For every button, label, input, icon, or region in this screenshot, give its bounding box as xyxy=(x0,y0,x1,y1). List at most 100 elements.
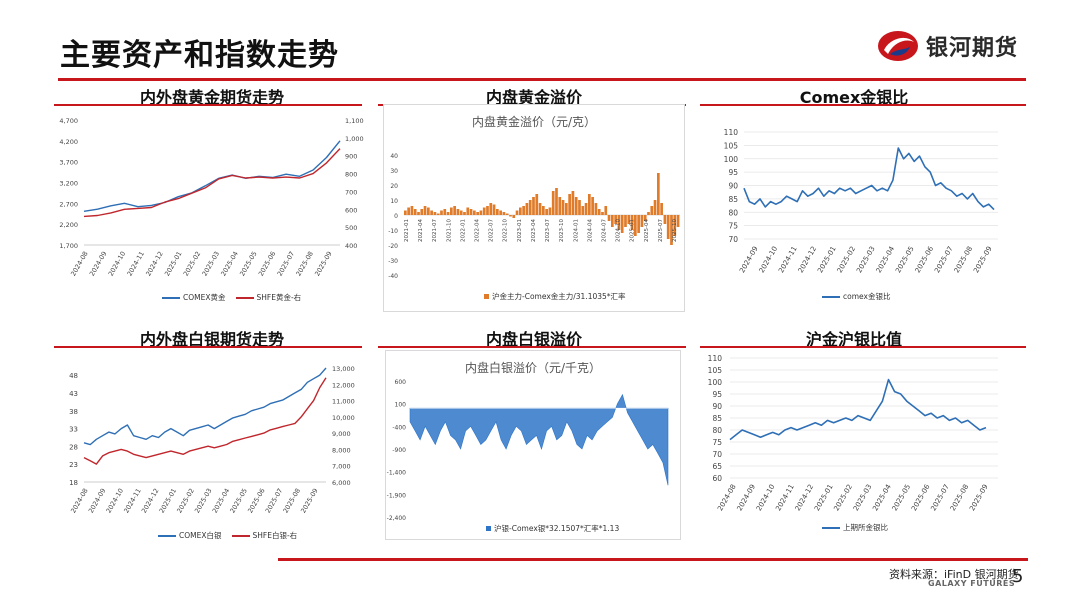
gold-premium-x-tick-label: 2021-04 xyxy=(418,219,424,242)
gold-premium-bar xyxy=(535,194,539,215)
legend-swatch xyxy=(162,296,180,299)
gold-left-axis-tick-label: 3,200 xyxy=(59,180,78,188)
gold-x-tick-label: 2024-08 xyxy=(69,250,90,278)
gold-premium-bar xyxy=(479,210,483,215)
gold-premium-bar xyxy=(663,215,667,224)
gold-premium-bar xyxy=(492,204,496,215)
legend-label: 沪银-Comex银*32.1507*汇率*1.13 xyxy=(494,524,620,533)
gold-premium-bar xyxy=(440,210,443,215)
page-number: 5 xyxy=(1012,566,1024,587)
legend-swatch xyxy=(235,296,254,299)
gold-premium-x-tick-label: 2023-01 xyxy=(517,219,523,242)
gold-premium-axis-tick-label: 10 xyxy=(390,198,398,205)
gold-premium-bar xyxy=(551,191,555,215)
gold-premium-bar xyxy=(489,203,493,215)
gold-premium-bar xyxy=(630,215,634,230)
brand-english: GALAXY FUTURES xyxy=(928,579,1016,588)
gold-premium-bar xyxy=(584,203,588,215)
header-rule xyxy=(58,78,1026,81)
gold-right-axis-tick-label: 700 xyxy=(345,188,357,196)
gold-premium-bar xyxy=(469,209,473,215)
silver-premium-axis-tick-label: -400 xyxy=(392,424,406,431)
gold-premium-bar xyxy=(568,194,571,215)
silver-left-axis-tick-label: 43 xyxy=(69,390,78,398)
legend-label: COMEX白银 xyxy=(179,531,222,540)
gold-premium-bar xyxy=(594,203,598,215)
chart-comex-ratio-svg: 7075808590951001051102024-092024-102024-… xyxy=(724,128,998,275)
silver-left-axis-tick-label: 48 xyxy=(69,372,78,380)
gold-premium-bar xyxy=(640,215,644,227)
comex-ratio-axis-tick-label: 105 xyxy=(724,141,739,150)
company-logo: 银河期货 xyxy=(876,28,1018,64)
comex-ratio-axis-tick-label: 85 xyxy=(728,195,738,204)
gold-left-axis-tick-label: 4,200 xyxy=(59,138,78,146)
gold-premium-bar xyxy=(650,206,654,215)
series-comex-gold-line xyxy=(83,140,341,212)
gold-premium-bar xyxy=(430,210,433,215)
silver-right-axis-tick-label: 13,000 xyxy=(332,365,355,373)
comex-ratio-x-tick-label: 2024-09 xyxy=(738,245,760,274)
chart-gold-futures: 1,700 2,200 2,700 3,200 3,700 4,200 4,700 400 50… xyxy=(54,108,374,308)
legend-comex-ratio: comex金银比 xyxy=(812,291,890,302)
legend-swatch xyxy=(484,294,489,299)
comex-ratio-x-tick-label: 2025-03 xyxy=(855,245,877,274)
gold-premium-bar xyxy=(420,209,424,215)
comex-ratio-x-tick-label: 2025-06 xyxy=(914,245,936,275)
gold-premium-bar xyxy=(466,207,470,215)
shfe-ratio-axis-tick-label: 110 xyxy=(708,354,723,363)
gold-premium-x-tick-label: 2022-01 xyxy=(460,219,466,242)
silver-right-axis-tick-label: 10,000 xyxy=(332,414,355,422)
shfe-ratio-axis-tick-label: 105 xyxy=(708,366,723,375)
comex-ratio-x-tick-label: 2025-05 xyxy=(894,245,916,274)
comex-ratio-axis-tick-label: 70 xyxy=(728,235,738,244)
gold-x-tick-label: 2025-06 xyxy=(257,250,278,278)
series-comex-ratio-line xyxy=(743,147,995,211)
silver-right-axis-tick-label: 11,000 xyxy=(332,398,355,406)
panel-title-gold-futures: 内外盘黄金期货走势 xyxy=(139,88,284,107)
gold-premium-bar xyxy=(591,197,594,215)
gold-x-tick-label: 2025-09 xyxy=(313,250,334,278)
gold-left-axis-tick-label: 2,700 xyxy=(59,200,78,208)
gold-premium-bar xyxy=(456,209,460,215)
chart-shfe-ratio-svg: 60657075808590951001051102024-082024-092… xyxy=(708,354,998,512)
shfe-ratio-axis-tick-label: 80 xyxy=(712,426,722,435)
gold-premium-bar xyxy=(515,210,519,215)
shfe-ratio-x-tick-label: 2024-10 xyxy=(755,483,777,512)
chart-silver-futures-svg: 18 23 28 33 38 43 48 6,000 7,000 8,000 9,000 10,000… xyxy=(69,365,355,515)
gold-x-tick-label: 2025-04 xyxy=(219,250,240,278)
gold-premium-bar xyxy=(496,209,499,215)
shfe-ratio-axis-tick-label: 60 xyxy=(712,474,722,483)
shfe-ratio-axis-tick-label: 100 xyxy=(708,378,723,387)
gold-premium-bar xyxy=(446,212,450,215)
gold-premium-axis-tick-label: -20 xyxy=(388,243,398,250)
legend-shfe-ratio: 上期所金银比 xyxy=(812,522,888,533)
shfe-ratio-x-tick-label: 2024-11 xyxy=(774,483,796,512)
comex-ratio-x-tick-label: 2025-08 xyxy=(953,245,975,274)
panel-rule-1 xyxy=(54,104,362,106)
chart-silver-premium: 内盘白银溢价（元/千克） 600 100 -400 -900 -1,400 -1,900 -… xyxy=(385,350,681,540)
gold-premium-bar xyxy=(433,212,437,215)
gold-premium-bar xyxy=(611,215,614,227)
series-shfe-silver-line xyxy=(83,377,327,465)
gold-x-tick-label: 2025-02 xyxy=(182,250,203,278)
comex-ratio-x-tick-label: 2025-07 xyxy=(933,245,955,274)
gold-premium-x-tick-label: 2021-10 xyxy=(446,219,452,242)
gold-premium-axis-tick-label: -10 xyxy=(388,228,398,235)
gold-premium-axis-tick-label: -40 xyxy=(388,273,398,280)
gold-premium-bar xyxy=(482,207,486,215)
comex-ratio-x-tick-label: 2025-01 xyxy=(816,245,838,274)
silver-right-axis-tick-label: 8,000 xyxy=(332,446,351,454)
gold-premium-bar xyxy=(657,173,660,215)
gold-premium-bar xyxy=(410,206,414,215)
gold-left-axis-tick-label: 2,200 xyxy=(59,221,78,229)
legend-swatch xyxy=(158,534,176,537)
gold-premium-bar xyxy=(502,212,506,215)
gold-premium-axis-tick-label: 40 xyxy=(390,153,398,160)
gold-premium-x-tick-label: 2023-04 xyxy=(531,219,537,242)
legend-silver-premium: 沪银-Comex银*32.1507*汇率*1.13 xyxy=(476,523,619,534)
gold-premium-bar xyxy=(634,215,637,236)
gold-premium-bar xyxy=(453,206,456,215)
comex-ratio-x-tick-label: 2025-04 xyxy=(875,245,897,275)
gold-premium-bar xyxy=(548,207,552,215)
gold-x-tick-label: 2024-10 xyxy=(107,250,128,278)
